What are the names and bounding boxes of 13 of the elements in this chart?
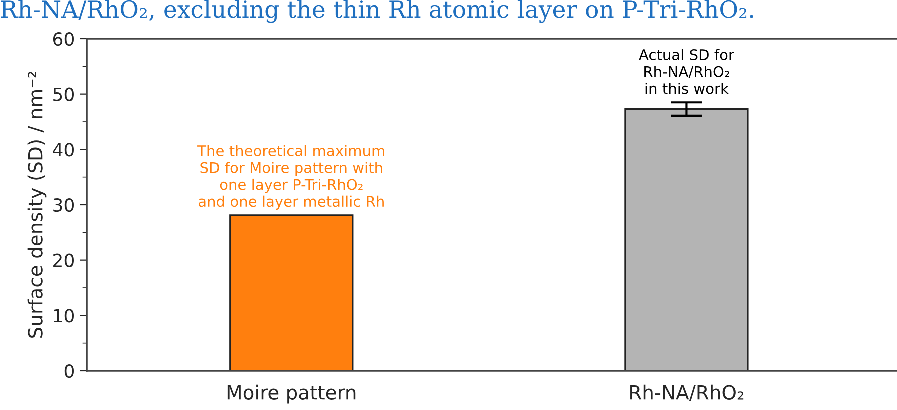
- y-tick-label: 60: [53, 32, 74, 46]
- y-tick-label: 10: [54, 309, 74, 323]
- chart-title: Rh-NA/RhO₂, excluding the thin Rh atomic layer on P-Tri-RhO₂.: [1, 0, 754, 24]
- annotation: Actual SD for Rh-NA/RhO₂ in this work: [639, 49, 734, 94]
- y-tick-label: 30: [54, 198, 74, 212]
- y-tick-label: 0: [64, 364, 74, 378]
- y-tick-label: 50: [54, 88, 74, 102]
- y-tick-label: 40: [53, 143, 74, 157]
- y-axis-title: Surface density (SD) / nm⁻²: [28, 72, 47, 338]
- x-tick-label: Moire pattern: [228, 384, 356, 404]
- y-tick-label: 20: [54, 254, 74, 268]
- annotation: The theoretical maximum SD for Moire pattern with one layer P-Tri-RhO₂ and one layer metallic Rh: [198, 145, 384, 210]
- x-tick-label: Rh-NA/RhO₂: [630, 384, 744, 402]
